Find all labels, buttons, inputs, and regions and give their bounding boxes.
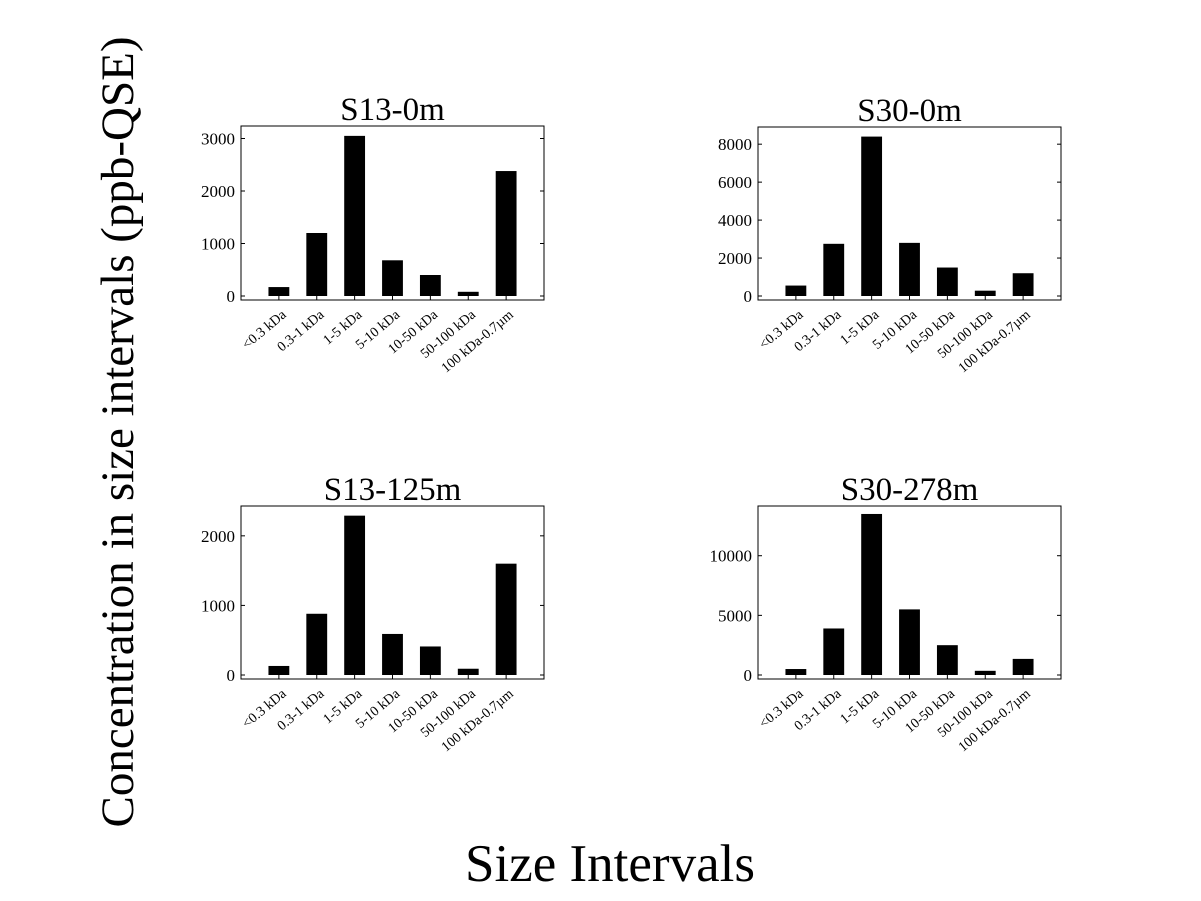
- bar: [861, 513, 883, 675]
- y-tick-label: 2000: [718, 249, 752, 268]
- bar: [495, 171, 517, 296]
- bar: [785, 285, 807, 296]
- bar: [344, 135, 366, 296]
- bar: [899, 242, 920, 296]
- bar: [306, 613, 328, 675]
- y-tick-label: 0: [744, 287, 753, 306]
- chart-title: S13-125m: [324, 472, 462, 508]
- bar: [936, 267, 958, 296]
- bar: [1012, 658, 1034, 675]
- y-tick-label: 10000: [710, 547, 753, 566]
- bar: [419, 646, 441, 675]
- figure-xlabel: Size Intervals: [465, 835, 755, 893]
- y-tick-label: 2000: [201, 527, 235, 546]
- y-tick-label: 0: [744, 666, 753, 685]
- bar: [382, 633, 403, 675]
- y-tick-label: 1000: [201, 596, 235, 615]
- bar: [899, 609, 920, 675]
- y-tick-label: 1000: [201, 235, 235, 254]
- bar: [306, 233, 328, 296]
- bar: [457, 291, 479, 296]
- bar: [419, 275, 441, 296]
- bar: [974, 290, 996, 296]
- figure-ylabel: Concentration in size intervals (ppb-QSE…: [92, 37, 144, 828]
- bar: [495, 563, 517, 675]
- y-tick-label: 0: [227, 666, 236, 685]
- y-tick-label: 3000: [201, 130, 235, 149]
- y-tick-label: 5000: [718, 606, 752, 625]
- bar: [823, 628, 845, 675]
- y-tick-label: 6000: [718, 173, 752, 192]
- y-tick-label: 2000: [201, 182, 235, 201]
- bar: [936, 645, 958, 675]
- bar: [344, 515, 366, 675]
- chart-title: S13-0m: [340, 92, 445, 128]
- bar: [861, 136, 883, 296]
- y-tick-label: 0: [227, 287, 236, 306]
- chart-title: S30-0m: [857, 93, 962, 129]
- bar: [382, 260, 403, 296]
- y-tick-label: 8000: [718, 135, 752, 154]
- bar: [268, 287, 290, 296]
- bar: [268, 665, 290, 675]
- bar: [785, 669, 807, 675]
- bar: [823, 243, 845, 296]
- y-tick-label: 4000: [718, 211, 752, 230]
- bar: [974, 670, 996, 675]
- bar: [1012, 273, 1034, 296]
- bar: [457, 668, 479, 675]
- chart-title: S30-278m: [841, 472, 979, 508]
